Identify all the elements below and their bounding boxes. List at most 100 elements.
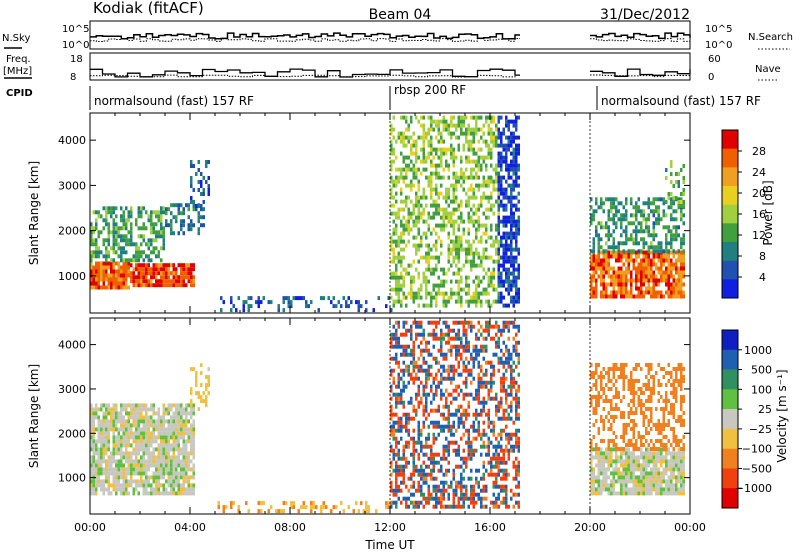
data-cell [117,451,120,456]
data-cell [127,463,130,468]
data-cell [140,459,143,464]
data-cell [630,201,633,206]
data-cell [440,191,443,196]
data-cell [485,207,488,212]
data-cell [472,360,475,365]
data-cell [445,279,448,284]
data-cell [465,356,468,361]
data-cell [590,475,593,480]
data-cell [417,195,420,200]
data-cell [627,254,630,259]
data-cell [152,475,155,480]
data-cell [105,277,108,282]
data-cell [432,380,435,385]
data-cell [145,263,148,268]
data-cell [105,443,108,448]
data-cell [102,269,105,274]
data-cell [665,278,668,283]
data-cell [505,424,508,429]
data-cell [145,254,148,259]
data-cell [625,266,628,271]
data-cell [677,270,680,275]
data-cell [627,270,630,275]
data-cell [495,332,498,337]
data-cell [180,279,183,284]
data-cell [492,143,495,148]
data-cell [485,488,488,493]
data-cell [485,348,488,353]
data-cell [512,203,515,208]
data-cell [632,213,635,218]
data-cell [510,380,513,385]
data-cell [505,392,508,397]
data-cell [247,308,250,313]
data-cell [110,459,113,464]
data-cell [107,467,110,472]
data-cell [612,245,615,250]
data-cell [492,139,495,144]
data-cell [492,464,495,469]
data-cell [497,283,500,288]
data-cell [490,468,493,473]
data-cell [395,332,398,337]
data-cell [190,200,193,204]
data-cell [177,407,180,412]
data-cell [102,261,105,266]
data-cell [162,230,165,235]
data-cell [467,231,470,236]
data-cell [172,475,175,480]
data-cell [170,443,173,448]
data-cell [615,209,618,214]
data-cell [162,279,165,284]
data-cell [497,472,500,477]
data-cell [397,340,400,345]
data-cell [510,215,513,220]
data-cell [455,352,458,357]
data-cell [435,255,438,260]
power-region-2 [90,206,165,263]
data-cell [197,180,200,184]
data-cell [447,123,450,128]
data-cell [490,460,493,465]
nave-trace-1 [590,74,691,78]
data-cell [430,496,433,501]
data-cell [412,344,415,349]
data-cell [455,452,458,457]
data-cell [487,267,490,272]
data-cell [510,135,513,140]
data-cell [592,487,595,492]
data-cell [465,416,468,421]
data-cell [495,163,498,168]
data-cell [497,239,500,244]
data-cell [150,271,153,276]
data-cell [417,271,420,276]
data-cell [680,237,683,242]
data-cell [152,283,155,288]
data-cell [597,245,600,250]
data-cell [192,200,195,204]
data-cell [112,439,115,444]
data-cell [467,344,470,349]
data-cell [407,476,410,481]
data-cell [130,435,133,440]
data-cell [487,360,490,365]
data-cell [190,367,193,372]
data-cell [440,352,443,357]
data-cell [485,223,488,228]
data-cell [100,435,103,440]
data-cell [447,247,450,252]
data-cell [477,364,480,369]
data-cell [437,452,440,457]
data-cell [490,271,493,276]
data-cell [595,201,598,206]
data-cell [455,235,458,240]
data-cell [482,291,485,296]
data-cell [455,239,458,244]
data-cell [102,451,105,456]
data-cell [510,287,513,292]
data-cell [620,213,623,218]
data-cell [147,463,150,468]
data-cell [670,294,673,299]
data-cell [132,403,135,408]
